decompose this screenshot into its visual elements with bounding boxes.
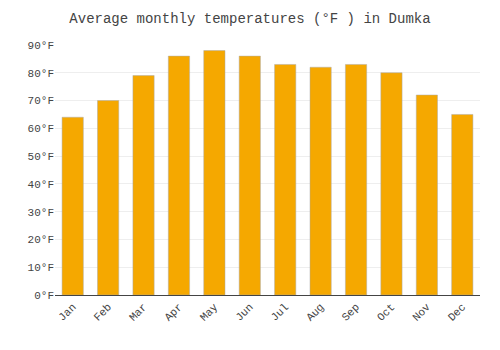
svg-text:50°F: 50°F (28, 151, 54, 163)
svg-text:Average monthly temperatures (: Average monthly temperatures (°F ) in Du… (69, 11, 430, 27)
svg-text:Mar: Mar (127, 301, 149, 323)
svg-text:80°F: 80°F (28, 68, 54, 80)
svg-text:Oct: Oct (375, 301, 397, 323)
svg-text:30°F: 30°F (28, 207, 54, 219)
svg-text:Sep: Sep (340, 301, 362, 323)
svg-text:Jan: Jan (56, 301, 78, 323)
svg-text:70°F: 70°F (28, 95, 54, 107)
svg-text:Apr: Apr (162, 301, 184, 323)
svg-text:0°F: 0°F (34, 290, 54, 302)
svg-text:Nov: Nov (410, 301, 433, 324)
svg-text:Jul: Jul (269, 301, 291, 323)
svg-text:Dec: Dec (446, 301, 468, 323)
svg-text:10°F: 10°F (28, 262, 54, 274)
svg-text:May: May (198, 301, 221, 324)
svg-text:90°F: 90°F (28, 40, 54, 52)
svg-text:60°F: 60°F (28, 123, 54, 135)
svg-text:40°F: 40°F (28, 179, 54, 191)
svg-text:20°F: 20°F (28, 234, 54, 246)
svg-text:Aug: Aug (304, 301, 326, 323)
svg-text:Feb: Feb (92, 301, 114, 323)
svg-text:Jun: Jun (233, 301, 255, 323)
